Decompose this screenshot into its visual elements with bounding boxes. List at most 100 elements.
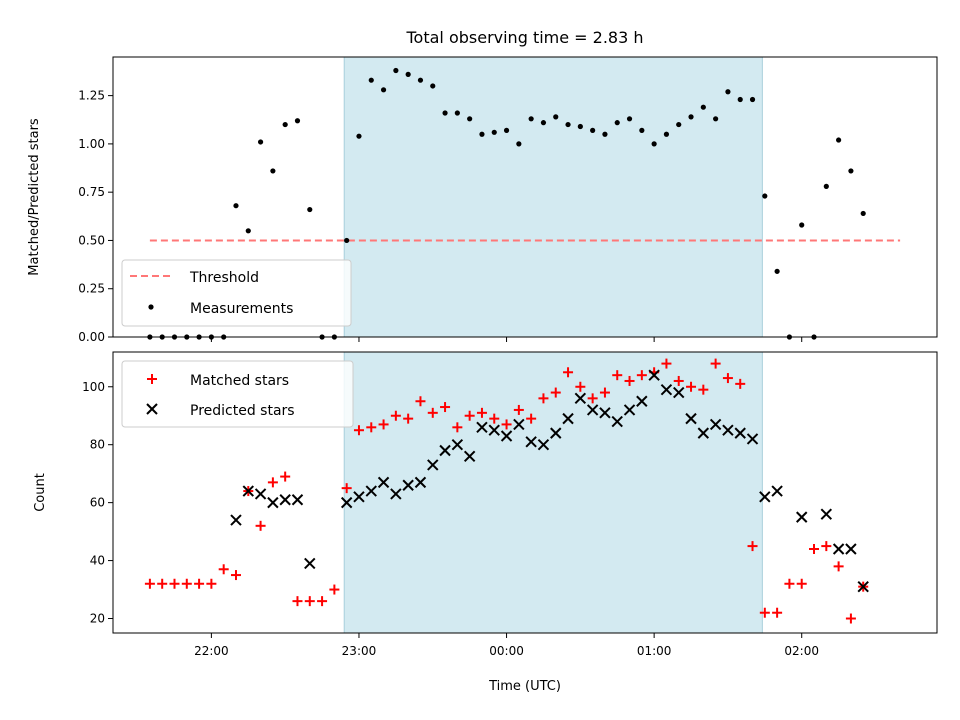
matched-star-point bbox=[526, 413, 537, 424]
measurement-point bbox=[565, 121, 571, 128]
predicted-star-point bbox=[414, 476, 427, 489]
measurement-point bbox=[257, 139, 264, 145]
y-tick-label: 1.25 bbox=[78, 89, 105, 103]
predicted-star-point bbox=[390, 488, 402, 500]
legend-threshold-label: Threshold bbox=[189, 270, 259, 286]
predicted-star-point bbox=[574, 392, 587, 405]
matched-star-point bbox=[624, 375, 635, 386]
predicted-star-point bbox=[537, 438, 550, 451]
chart-title: Total observing time = 2.83 h bbox=[405, 28, 643, 47]
matched-star-point bbox=[440, 402, 451, 413]
predicted-star-point bbox=[697, 427, 710, 439]
predicted-star-points bbox=[230, 369, 869, 593]
legend-matched-swatch bbox=[147, 374, 157, 384]
matched-star-point bbox=[452, 422, 463, 433]
measurement-point bbox=[307, 206, 313, 213]
measurement-point bbox=[577, 123, 583, 130]
legend-predicted-label: Predicted stars bbox=[190, 403, 295, 419]
measurement-point bbox=[380, 87, 387, 93]
measurement-point bbox=[344, 237, 350, 244]
predicted-star-point bbox=[685, 412, 697, 425]
predicted-star-point bbox=[820, 508, 833, 520]
top-y-ticks: 0.00 0.25 0.50 0.75 1.00 1.25 bbox=[78, 89, 113, 344]
measurement-points bbox=[147, 67, 866, 340]
predicted-star-point bbox=[451, 438, 464, 451]
legend-measurement-swatch bbox=[148, 304, 154, 310]
matched-star-point bbox=[833, 561, 844, 572]
predicted-star-point bbox=[513, 418, 525, 431]
predicted-star-point bbox=[267, 496, 279, 509]
measurement-point bbox=[737, 96, 743, 103]
measurement-point bbox=[639, 127, 645, 133]
measurement-point bbox=[860, 210, 866, 217]
predicted-star-point bbox=[463, 450, 476, 462]
predicted-star-point bbox=[759, 491, 771, 503]
measurement-point bbox=[614, 120, 620, 126]
matched-star-point bbox=[845, 613, 856, 624]
measurement-point bbox=[454, 110, 460, 116]
measurement-point bbox=[774, 268, 780, 274]
matched-star-point bbox=[796, 578, 807, 589]
predicted-star-point bbox=[242, 485, 254, 497]
predicted-star-point bbox=[562, 412, 574, 425]
measurement-point bbox=[651, 141, 657, 147]
matched-star-point bbox=[206, 578, 217, 589]
measurement-point bbox=[799, 222, 805, 228]
y-tick-label: 40 bbox=[90, 554, 105, 568]
matched-star-point bbox=[550, 387, 561, 398]
matched-star-point bbox=[169, 578, 180, 589]
matched-star-point bbox=[366, 422, 377, 433]
matched-star-point bbox=[501, 419, 512, 430]
legend-predicted-swatch bbox=[146, 403, 158, 415]
matched-star-point bbox=[636, 370, 647, 381]
predicted-star-point bbox=[648, 369, 660, 381]
top-plot-frame bbox=[112, 56, 938, 338]
top-x-ticks bbox=[210, 337, 803, 342]
matched-star-point bbox=[673, 375, 684, 386]
matched-star-point bbox=[599, 387, 610, 398]
observing-window-top bbox=[343, 56, 763, 338]
matched-star-point bbox=[686, 381, 697, 392]
x-tick-label: 23:00 bbox=[342, 644, 377, 658]
legend-cross-marker bbox=[146, 403, 158, 415]
measurement-point bbox=[405, 71, 411, 77]
matched-star-point bbox=[784, 578, 795, 589]
measurement-point bbox=[749, 96, 756, 103]
bottom-plot-frame bbox=[112, 351, 938, 634]
x-tick-label: 01:00 bbox=[637, 644, 672, 658]
matched-star-point bbox=[464, 410, 475, 421]
matched-star-point bbox=[181, 578, 192, 589]
measurement-point bbox=[491, 129, 497, 135]
predicted-star-point bbox=[832, 543, 845, 555]
matched-star-point bbox=[415, 396, 426, 407]
matched-star-point bbox=[698, 384, 709, 395]
measurement-point bbox=[590, 127, 596, 133]
predicted-star-point bbox=[476, 421, 488, 434]
predicted-star-point bbox=[611, 415, 623, 428]
ratio-panel: 0.00 0.25 0.50 0.75 1.00 1.25 Matched/Predict… bbox=[27, 56, 938, 344]
predicted-star-point bbox=[353, 491, 365, 503]
bottom-y-axis-label: Count bbox=[33, 473, 48, 512]
predicted-star-point bbox=[365, 485, 377, 497]
x-tick-label: 00:00 bbox=[489, 644, 524, 658]
measurement-point bbox=[417, 77, 424, 83]
matched-star-point bbox=[772, 607, 783, 618]
y-tick-label: 100 bbox=[82, 380, 105, 394]
measurement-point bbox=[540, 120, 547, 126]
measurement-point bbox=[663, 131, 670, 137]
measurement-point bbox=[294, 118, 301, 124]
y-tick-label: 1.00 bbox=[78, 137, 105, 151]
measurement-point bbox=[503, 127, 510, 133]
measurement-point bbox=[516, 141, 522, 147]
measurement-point bbox=[467, 116, 473, 122]
predicted-star-point bbox=[660, 383, 673, 396]
predicted-star-point bbox=[636, 395, 648, 407]
legend-plus-marker bbox=[147, 374, 157, 384]
predicted-star-point bbox=[673, 386, 685, 399]
predicted-star-point bbox=[550, 427, 562, 439]
measurement-point bbox=[836, 137, 842, 143]
matched-star-point bbox=[427, 407, 438, 418]
observing-window-bottom bbox=[343, 351, 763, 634]
matched-star-point bbox=[353, 425, 364, 436]
bottom-legend-box bbox=[121, 360, 354, 428]
